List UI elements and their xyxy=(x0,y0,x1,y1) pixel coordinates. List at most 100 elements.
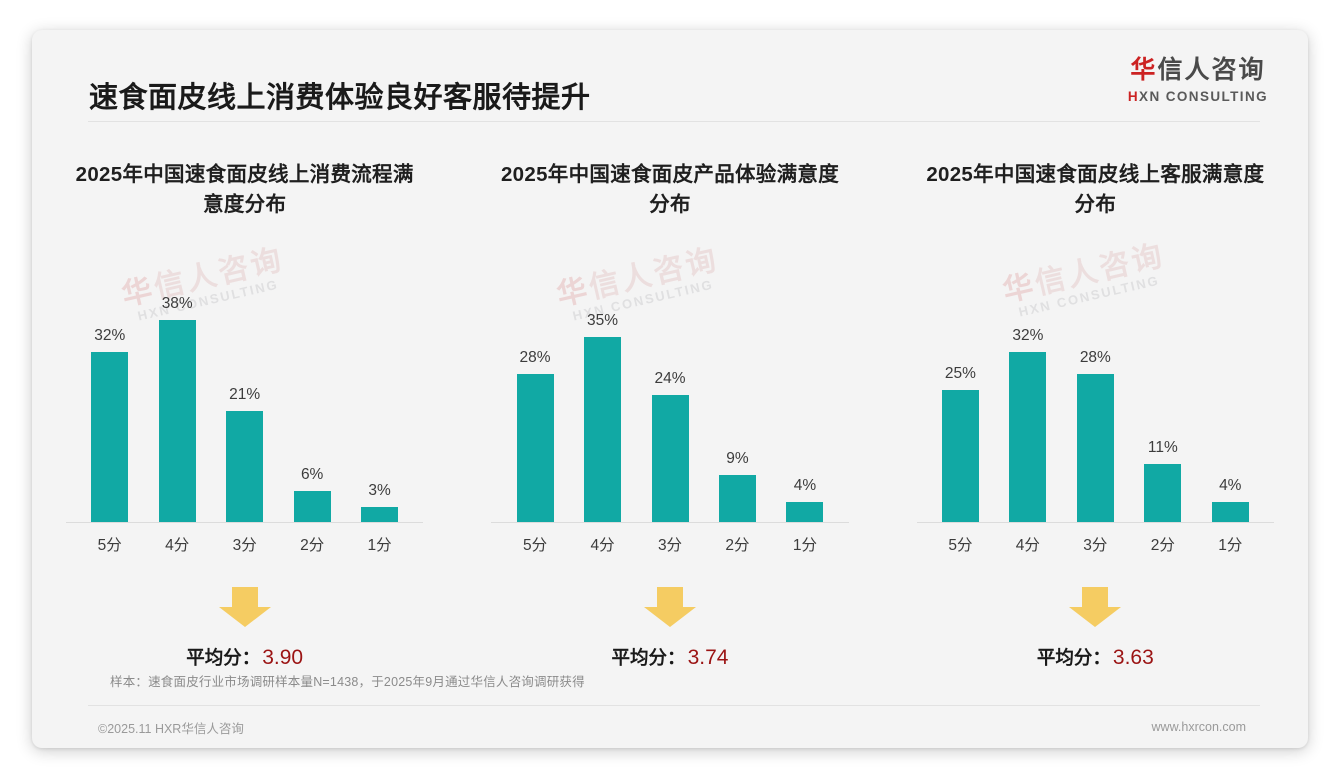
x-tick-label: 1分 xyxy=(1218,537,1243,555)
x-tick-label: 1分 xyxy=(367,537,392,555)
bar[interactable] xyxy=(941,390,979,524)
bar-value: 35% xyxy=(587,312,619,330)
bar[interactable] xyxy=(718,475,756,524)
x-tick-label: 2分 xyxy=(300,537,325,555)
bar-slot: 11% xyxy=(1129,255,1196,524)
bar-value: 11% xyxy=(1147,439,1178,457)
bar-slot: 4% xyxy=(771,255,838,524)
x-tick-label: 2分 xyxy=(725,537,750,555)
x-axis-line xyxy=(491,522,849,524)
bar-value: 3% xyxy=(368,482,391,500)
slide-footer: ©2025.11 HXR华信人咨询 www.hxrcon.com xyxy=(32,706,1308,748)
bar[interactable] xyxy=(1009,352,1047,524)
bar-slot: 4% xyxy=(1197,255,1264,524)
average-label: 平均分： xyxy=(611,647,686,669)
footer-copyright: ©2025.11 HXR华信人咨询 xyxy=(98,721,244,736)
down-arrow-icon xyxy=(218,587,271,628)
bar[interactable] xyxy=(651,395,689,524)
bar-slot: 32% xyxy=(994,255,1061,524)
bar[interactable] xyxy=(584,337,622,524)
x-tick-label: 1分 xyxy=(792,537,817,555)
x-axis-line xyxy=(916,522,1274,524)
bar-slot: 3% xyxy=(346,255,413,524)
x-tick-label: 4分 xyxy=(165,537,190,555)
logo-chinese: 华信人咨询 xyxy=(1128,58,1268,83)
bar-slot: 28% xyxy=(1062,255,1129,524)
chart-panel-3: 2025年中国速食面皮线上客服满意度分布 华信人咨询 HXN CONSULTIN… xyxy=(883,130,1308,670)
sample-note: 样本：速食面皮行业市场调研样本量N=1438，于2025年9月通过华信人咨询调研… xyxy=(110,675,585,689)
average-block-2: 平均分：3.74 xyxy=(479,585,860,670)
bar-slot: 6% xyxy=(278,255,345,524)
x-axis-line xyxy=(66,522,424,524)
bar[interactable] xyxy=(158,320,196,524)
bar[interactable] xyxy=(1211,502,1249,524)
x-tick-label: 5分 xyxy=(97,537,122,555)
bar-slot: 24% xyxy=(636,255,703,524)
x-tick-label: 3分 xyxy=(1083,537,1108,555)
slide-header: 速食面皮线上消费体验良好客服待提升 华信人咨询 HXN CONSULTING xyxy=(32,30,1308,122)
bar[interactable] xyxy=(293,491,331,524)
x-axis-labels-3: 5分 4分 3分 2分 1分 xyxy=(927,533,1264,555)
bar-group-1: 32% 38% 21% 6% 3% xyxy=(76,255,413,524)
bar-value: 4% xyxy=(1219,477,1242,495)
bar-slot: 35% xyxy=(569,255,636,524)
bar-value: 4% xyxy=(793,477,817,495)
bar-slot: 21% xyxy=(211,255,278,524)
bar[interactable] xyxy=(91,352,129,524)
x-tick-label: 4分 xyxy=(590,537,615,555)
chart-title-1: 2025年中国速食面皮线上消费流程满意度分布 xyxy=(75,163,414,216)
x-tick-label: 5分 xyxy=(948,537,973,555)
footer-divider xyxy=(88,705,1260,706)
down-arrow-icon xyxy=(643,587,696,628)
average-score-line-1: 平均分：3.90 xyxy=(54,644,435,670)
average-score-line-3: 平均分：3.63 xyxy=(905,644,1286,670)
bar-value: 38% xyxy=(161,295,193,313)
bar[interactable] xyxy=(361,507,399,524)
average-score-line-2: 平均分：3.74 xyxy=(479,644,860,670)
bar[interactable] xyxy=(1144,464,1182,524)
logo-english-rest: XN CONSULTING xyxy=(1139,89,1268,104)
chart-title-3: 2025年中国速食面皮线上客服满意度分布 xyxy=(926,163,1265,216)
x-tick-label: 5分 xyxy=(523,537,548,555)
bar[interactable] xyxy=(516,374,554,524)
bar-slot: 32% xyxy=(76,255,143,524)
down-arrow-icon xyxy=(1069,587,1122,628)
slide-card: 速食面皮线上消费体验良好客服待提升 华信人咨询 HXN CONSULTING 2… xyxy=(32,30,1308,748)
average-block-3: 平均分：3.63 xyxy=(905,585,1286,670)
average-label: 平均分： xyxy=(1036,647,1111,669)
x-axis-labels-1: 5分 4分 3分 2分 1分 xyxy=(76,533,413,555)
bar-value: 9% xyxy=(726,450,749,468)
bar-value: 21% xyxy=(229,386,261,404)
bar-value: 32% xyxy=(1012,327,1044,345)
plot-area-3: 25% 32% 28% 11% 4% 5分 4分 3分 2分 1分 xyxy=(905,255,1286,554)
bar-value: 6% xyxy=(300,466,324,484)
bar[interactable] xyxy=(1076,374,1114,524)
average-value: 3.90 xyxy=(262,646,304,670)
plot-area-1: 32% 38% 21% 6% 3% 5分 4分 3分 2分 1分 xyxy=(54,255,435,554)
bar-value: 32% xyxy=(94,327,126,345)
average-value: 3.74 xyxy=(687,646,729,670)
bar-slot: 25% xyxy=(927,255,994,524)
bar-slot: 28% xyxy=(501,255,568,524)
logo-chinese-accent: 华 xyxy=(1130,56,1158,84)
logo-english: HXN CONSULTING xyxy=(1128,90,1268,104)
plot-area-2: 28% 35% 24% 9% 4% 5分 4分 3分 2分 1分 xyxy=(479,255,860,554)
footer-website[interactable]: www.hxrcon.com xyxy=(1151,720,1246,734)
bar-value: 25% xyxy=(944,365,976,383)
x-tick-label: 3分 xyxy=(232,537,257,555)
logo-english-accent: H xyxy=(1127,89,1140,104)
brand-logo: 华信人咨询 HXN CONSULTING xyxy=(1128,58,1268,104)
bar[interactable] xyxy=(786,502,824,524)
x-tick-label: 4分 xyxy=(1015,537,1040,555)
bar-group-3: 25% 32% 28% 11% 4% xyxy=(927,255,1264,524)
average-value: 3.63 xyxy=(1112,646,1154,670)
page-title: 速食面皮线上消费体验良好客服待提升 xyxy=(89,82,591,114)
x-tick-label: 3分 xyxy=(657,537,683,555)
chart-title-2: 2025年中国速食面皮产品体验满意度分布 xyxy=(500,163,839,216)
bar-group-2: 28% 35% 24% 9% 4% xyxy=(501,255,838,524)
bar-value: 28% xyxy=(519,349,551,367)
average-block-1: 平均分：3.90 xyxy=(54,585,435,670)
bar-slot: 38% xyxy=(143,255,210,524)
charts-row: 2025年中国速食面皮线上消费流程满意度分布 华信人咨询 HXN CONSULT… xyxy=(32,130,1308,670)
bar[interactable] xyxy=(226,411,264,524)
